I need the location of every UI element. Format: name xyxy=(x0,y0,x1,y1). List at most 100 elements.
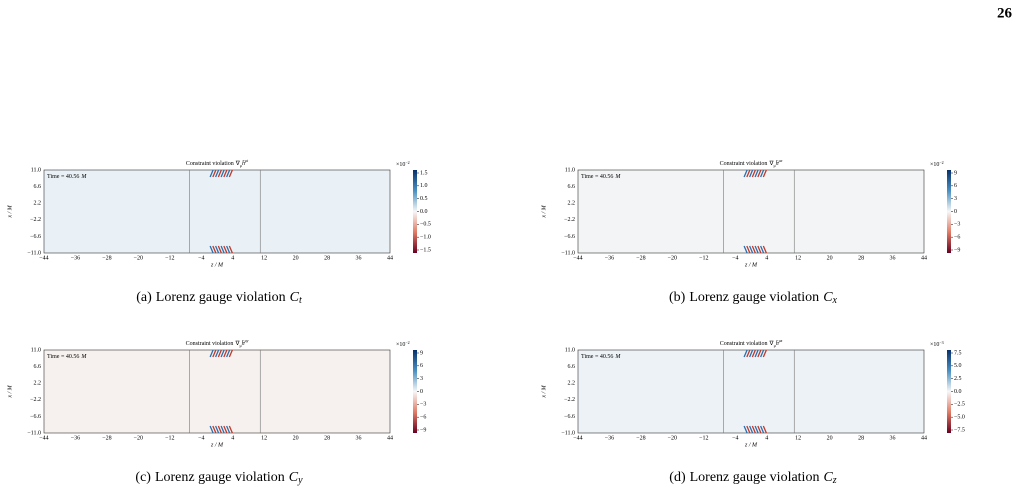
x-tick-label: 28 xyxy=(324,435,330,441)
x-tick-label: 36 xyxy=(890,435,896,441)
x-tick-label: −44 xyxy=(39,435,48,441)
x-tick-label: −28 xyxy=(636,255,645,261)
colorbar-tick-label: 3 xyxy=(954,196,957,202)
title-operator: ∇ xyxy=(768,160,774,167)
wave-stripe xyxy=(226,169,231,178)
y-tick-label: 11.0 xyxy=(31,347,41,353)
heatmap xyxy=(577,169,925,254)
x-tick-label: 4 xyxy=(765,435,768,441)
wave-stripe xyxy=(757,425,762,434)
wave-stripe xyxy=(746,245,751,254)
title-text: Constraint violation xyxy=(720,161,768,167)
colorbar-tick-label: 9 xyxy=(954,170,957,176)
colorbar-tick-label: 0.0 xyxy=(954,389,962,395)
caption-label: (a) xyxy=(136,290,152,305)
wave-stripe xyxy=(762,425,767,434)
wave-stripe xyxy=(743,245,748,254)
wave-stripe xyxy=(212,245,217,254)
caption-text: Lorenz gauge violation xyxy=(689,290,819,305)
x-tick-label: −28 xyxy=(636,435,645,441)
wave-stripe xyxy=(757,245,762,254)
caption-symbol: C xyxy=(823,290,833,305)
colorbar-tick-label: 5.0 xyxy=(954,363,962,369)
x-tick-label: −36 xyxy=(71,255,80,261)
wave-stripe xyxy=(749,349,754,358)
exponent-power: −2 xyxy=(405,340,409,345)
figure-panel: Constraint violation ∇μh̄μt Time = 40.56 M 1… xyxy=(7,158,431,306)
title-operator: ∇ xyxy=(235,160,241,167)
time-label: Time = 40.56 M xyxy=(47,354,87,360)
wave-stripe xyxy=(209,245,214,254)
wave-stripe xyxy=(751,425,756,434)
time-label: Time = 40.56 M xyxy=(581,354,621,360)
y-tick-label: 11.0 xyxy=(565,347,575,353)
x-tick-label: −20 xyxy=(134,435,143,441)
caption-label: (c) xyxy=(135,470,151,485)
wave-stripe xyxy=(212,425,217,434)
figure-panel: Constraint violation ∇μh̄μy Time = 40.56 M 1… xyxy=(7,338,426,486)
title-operator-sub: μ xyxy=(240,163,242,168)
wave-stripe xyxy=(749,425,754,434)
heatmap xyxy=(577,349,925,434)
x-tick-label: 36 xyxy=(356,435,362,441)
wave-stripe xyxy=(760,349,765,358)
y-tick-label: 11.0 xyxy=(31,167,41,173)
x-tick-label: −12 xyxy=(165,255,174,261)
colorbar-exponent: ×10−2 xyxy=(396,160,410,168)
title-operator-sub: μ xyxy=(773,163,775,168)
time-text: Time = 40.56 xyxy=(47,354,79,360)
x-axis-label: z / M xyxy=(744,262,758,268)
caption-text: Lorenz gauge violation xyxy=(155,470,285,485)
wave-stripe xyxy=(760,245,765,254)
colorbar xyxy=(947,170,951,253)
y-tick-label: −2.2 xyxy=(564,397,575,403)
time-label: Time = 40.56 M xyxy=(581,174,621,180)
colorbar-tick-label: 1.0 xyxy=(420,183,428,189)
wave-stripe xyxy=(746,425,751,434)
time-unit: M xyxy=(614,174,621,180)
y-tick-label: −2.2 xyxy=(564,217,575,223)
title-field: h̄ xyxy=(242,160,245,167)
x-tick-label: −20 xyxy=(668,435,677,441)
x-tick-label: −44 xyxy=(573,435,582,441)
wave-stripe xyxy=(751,245,756,254)
wave-stripe xyxy=(762,245,767,254)
x-tick-label: −28 xyxy=(102,255,111,261)
y-tick-label: 11.0 xyxy=(565,167,575,173)
exponent-power: −3 xyxy=(939,340,943,345)
wave-stripe xyxy=(228,349,233,358)
wave-stripe xyxy=(226,245,231,254)
plot-title: Constraint violation ∇μh̄μt xyxy=(186,158,249,168)
wave-stripe xyxy=(226,425,231,434)
y-tick-label: 2.2 xyxy=(568,201,576,207)
wave-stripe xyxy=(228,169,233,178)
x-tick-label: −20 xyxy=(134,255,143,261)
y-tick-label: −11.0 xyxy=(561,430,575,436)
colorbar-tick-label: 0.5 xyxy=(420,196,428,202)
x-tick-label: 20 xyxy=(827,435,833,441)
title-operator-sub: μ xyxy=(774,343,776,348)
x-tick-label: 4 xyxy=(765,255,768,261)
wave-stripe xyxy=(217,169,222,178)
wave-stripe xyxy=(223,349,228,358)
title-text: Constraint violation xyxy=(186,161,234,167)
x-tick-label: 4 xyxy=(231,435,234,441)
x-tick-label: −12 xyxy=(165,435,174,441)
wave-stripe xyxy=(212,349,217,358)
x-tick-label: 12 xyxy=(261,255,267,261)
x-tick-label: −44 xyxy=(39,255,48,261)
plot-title: Constraint violation ∇μh̄μx xyxy=(720,158,783,168)
colorbar-tick-label: −3 xyxy=(954,222,960,228)
caption-text: Lorenz gauge violation xyxy=(156,290,286,305)
caption-label: (b) xyxy=(669,290,686,305)
x-tick-label: 20 xyxy=(827,255,833,261)
wave-stripe xyxy=(215,169,220,178)
x-tick-label: 12 xyxy=(795,435,801,441)
wave-stripe xyxy=(743,425,748,434)
x-tick-label: 44 xyxy=(387,435,393,441)
title-field-sup: μy xyxy=(245,338,249,343)
x-tick-label: −36 xyxy=(605,435,614,441)
colorbar-tick-label: −5.0 xyxy=(954,415,965,421)
plot-title: Constraint violation ∇μh̄μz xyxy=(720,338,783,348)
exponent-power: −2 xyxy=(939,160,943,165)
